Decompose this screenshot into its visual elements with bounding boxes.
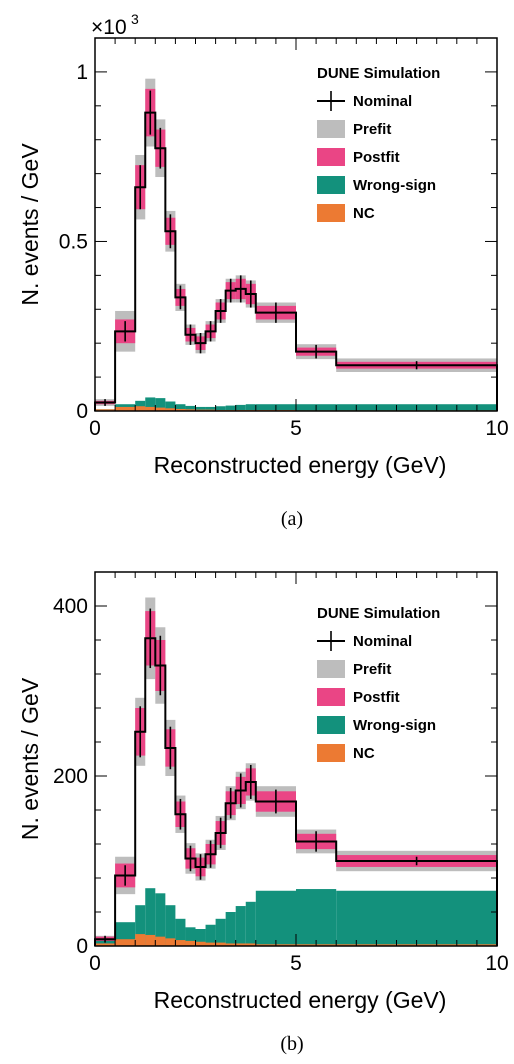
legend-title: DUNE Simulation [317, 65, 440, 82]
wrong-sign-bar [245, 901, 256, 946]
wrong-sign-bar [165, 401, 176, 411]
legend-label-nc: NC [353, 205, 375, 222]
wrong-sign-bar [225, 405, 236, 411]
wrong-sign-bar [185, 405, 196, 411]
x-tick-label: 10 [485, 952, 508, 975]
panel-b: 0 5 10 0 200 400 Reconstructed energy (GeV) N. … [17, 571, 509, 1055]
wrong-sign-bar [155, 893, 166, 946]
wrong-sign-bar [165, 905, 176, 946]
legend-label-nc: NC [353, 745, 375, 762]
nc-bar [225, 943, 236, 946]
wrong-sign-bar [195, 406, 206, 411]
legend-swatch-prefit [317, 120, 345, 138]
nc-bar [115, 406, 136, 411]
legend: DUNE Simulation Nominal Prefit Postfit Wrong… [317, 605, 440, 762]
nc-bar [155, 936, 166, 946]
wrong-sign-bar [205, 406, 216, 411]
nc-bar [205, 942, 216, 946]
panel-caption: (a) [281, 508, 303, 530]
wrong-sign-bar [145, 888, 156, 946]
nc-bar [215, 942, 226, 946]
x-tick-label: 5 [290, 417, 302, 440]
legend-swatch-nc [317, 204, 345, 222]
wrong-sign-bar [185, 927, 196, 946]
legend-label-prefit: Prefit [353, 121, 391, 138]
wrong-sign-bar [336, 890, 497, 946]
wrong-sign-bar [135, 905, 146, 946]
wrong-sign-bar [296, 889, 337, 946]
nc-bar [175, 940, 186, 946]
nc-bar [235, 943, 246, 946]
legend-label-wrong-sign: Wrong-sign [353, 177, 436, 194]
wrong-sign-bar [145, 397, 156, 411]
legend-label-nominal: Nominal [353, 93, 412, 110]
nc-bar [135, 934, 146, 946]
legend-label-postfit: Postfit [353, 149, 400, 166]
y-axis-title: N. events / GeV [17, 677, 43, 840]
wrong-sign-bar [215, 918, 226, 946]
legend: DUNE Simulation Nominal Prefit Postfit Wrong… [317, 65, 440, 222]
wrong-sign-bar [255, 890, 296, 946]
x-axis-title: Reconstructed energy (GeV) [154, 452, 447, 478]
legend-label-prefit: Prefit [353, 661, 391, 678]
x-axis-title: Reconstructed energy (GeV) [154, 987, 447, 1013]
x-tick-label: 10 [485, 417, 508, 440]
nc-bar [115, 939, 136, 946]
y-tick-label: 0 [76, 935, 88, 958]
nc-bar [95, 943, 116, 946]
nc-bar [145, 406, 156, 411]
wrong-sign-bar [175, 404, 186, 411]
y-tick-label: 0 [76, 400, 88, 423]
legend-label-wrong-sign: Wrong-sign [353, 717, 436, 734]
legend-label-postfit: Postfit [353, 689, 400, 706]
wrong-sign-bar [135, 400, 146, 411]
y-tick-label: 200 [53, 765, 88, 788]
panel-caption: (b) [280, 1033, 303, 1055]
wrong-sign-bar [205, 924, 216, 946]
y-tick-label: 0.5 [59, 230, 88, 253]
legend-label-nominal: Nominal [353, 633, 412, 650]
y-axis-title: N. events / GeV [17, 143, 43, 306]
nc-bar [145, 934, 156, 946]
nc-bar [165, 408, 176, 411]
legend-title: DUNE Simulation [317, 605, 440, 622]
legend-swatch-wrong-sign [317, 716, 345, 734]
legend-swatch-wrong-sign [317, 176, 345, 194]
legend-swatch-postfit [317, 148, 345, 166]
wrong-sign-bar [195, 929, 206, 946]
nc-bar [135, 406, 146, 411]
nc-bar [185, 940, 196, 946]
nc-bar [95, 409, 116, 411]
wrong-sign-bar [245, 404, 256, 411]
x-tick-label: 5 [290, 952, 302, 975]
legend-swatch-nc [317, 744, 345, 762]
wrong-sign-bar [155, 398, 166, 411]
nc-bar [185, 409, 196, 411]
nc-bar [155, 407, 166, 411]
wrong-sign-bar [235, 404, 246, 411]
wrong-sign-bar [235, 906, 246, 946]
x-tick-label: 0 [89, 952, 101, 975]
wrong-sign-bar [225, 912, 236, 946]
nc-bar [195, 941, 206, 946]
nc-bar [165, 938, 176, 946]
y-tick-label: 400 [53, 595, 88, 618]
wrong-sign-bar [215, 406, 226, 411]
wrong-sign-bar [175, 918, 186, 946]
y-tick-label: 1 [76, 61, 88, 84]
panel-a: 0 5 10 0 0.5 1×10 3 Reconstructed energy (GeV) N… [17, 11, 509, 530]
legend-swatch-prefit [317, 660, 345, 678]
legend-swatch-postfit [317, 688, 345, 706]
x-tick-label: 0 [89, 417, 101, 440]
nc-bar [175, 408, 186, 411]
y-multiplier: ×10 [91, 16, 127, 39]
nc-bar [245, 943, 256, 946]
y-multiplier-exponent: 3 [131, 11, 139, 27]
